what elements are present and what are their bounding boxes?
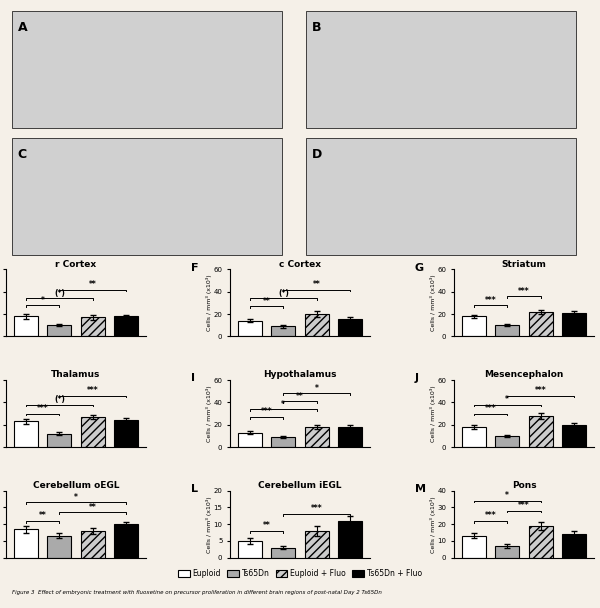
Bar [305,531,329,558]
Bar [496,546,520,558]
FancyBboxPatch shape [12,138,283,255]
Bar [14,421,38,447]
Y-axis label: Cells / mm³ (x10³): Cells / mm³ (x10³) [430,275,436,331]
Bar [496,436,520,447]
Bar [14,529,38,558]
Text: *: * [315,384,319,393]
Text: ***: *** [37,404,49,413]
Text: ***: *** [261,407,272,416]
Title: r Cortex: r Cortex [55,260,97,269]
Text: **: ** [39,511,47,520]
Bar [562,534,586,558]
Text: **: ** [89,280,97,289]
Bar [562,313,586,336]
Bar [462,427,486,447]
Text: Figure 3  Effect of embryonic treatment with fluoxetine on precursor proliferati: Figure 3 Effect of embryonic treatment w… [12,590,382,595]
Bar [338,319,362,336]
Text: **: ** [263,520,271,530]
Text: (*): (*) [278,289,289,298]
FancyBboxPatch shape [12,11,283,128]
Text: ***: *** [485,404,496,413]
Bar [338,521,362,558]
Y-axis label: Cells / mm³ (x10³): Cells / mm³ (x10³) [430,385,436,442]
Title: c Cortex: c Cortex [279,260,321,269]
Title: Cerebellum oEGL: Cerebellum oEGL [33,481,119,490]
Bar [529,416,553,447]
Legend: Euploid, Ts65Dn, Euploid + Fluo, Ts65Dn + Fluo: Euploid, Ts65Dn, Euploid + Fluo, Ts65Dn … [175,566,425,581]
Text: D: D [312,148,322,161]
Bar [271,548,295,558]
Text: ***: *** [87,386,98,395]
Bar [238,321,262,336]
Text: ***: *** [518,287,530,295]
Bar [305,427,329,447]
Title: Cerebellum iEGL: Cerebellum iEGL [258,481,342,490]
Bar [114,420,138,447]
Text: (*): (*) [54,395,65,404]
Y-axis label: Cells / mm³ (x10³): Cells / mm³ (x10³) [206,275,212,331]
Text: ***: *** [535,386,547,395]
Bar [114,316,138,336]
Bar [462,536,486,558]
Bar [562,425,586,447]
Text: I: I [191,373,195,383]
Bar [496,325,520,336]
Text: (*): (*) [54,289,65,298]
Bar [529,312,553,336]
Bar [80,531,104,558]
Bar [47,434,71,447]
Text: *: * [74,492,78,502]
Text: **: ** [89,503,97,512]
Bar [114,524,138,558]
Title: Thalamus: Thalamus [52,370,101,379]
FancyBboxPatch shape [306,138,577,255]
Text: ***: *** [485,295,496,305]
Bar [238,541,262,558]
Bar [305,314,329,336]
Bar [80,417,104,447]
Text: ***: *** [518,501,530,510]
FancyBboxPatch shape [306,11,577,128]
Text: *: * [281,399,285,409]
Bar [271,437,295,447]
Text: ***: *** [485,511,496,520]
Title: Hypothalamus: Hypothalamus [263,370,337,379]
Text: *: * [41,295,44,305]
Text: *: * [505,395,509,404]
Text: C: C [18,148,27,161]
Bar [80,317,104,336]
Title: Striatum: Striatum [502,260,547,269]
Bar [271,326,295,336]
Title: Pons: Pons [512,481,536,490]
Bar [14,316,38,336]
Bar [47,536,71,558]
Title: Mesencephalon: Mesencephalon [484,370,563,379]
Text: **: ** [296,392,304,401]
Text: G: G [415,263,424,273]
Text: *: * [505,491,509,500]
Text: L: L [191,484,198,494]
Text: F: F [191,263,198,273]
Text: **: ** [263,297,271,306]
Bar [238,432,262,447]
Text: M: M [415,484,426,494]
Y-axis label: Cells / mm³ (x10³): Cells / mm³ (x10³) [206,385,212,442]
Text: ***: *** [311,504,322,513]
Text: **: ** [313,280,320,289]
Bar [338,427,362,447]
Bar [529,526,553,558]
Text: A: A [18,21,28,34]
Text: B: B [312,21,321,34]
Bar [47,325,71,336]
Bar [462,316,486,336]
Text: J: J [415,373,419,383]
Y-axis label: Cells / mm³ (x10³): Cells / mm³ (x10³) [430,496,436,553]
Y-axis label: Cells / mm³ (x10³): Cells / mm³ (x10³) [206,496,212,553]
